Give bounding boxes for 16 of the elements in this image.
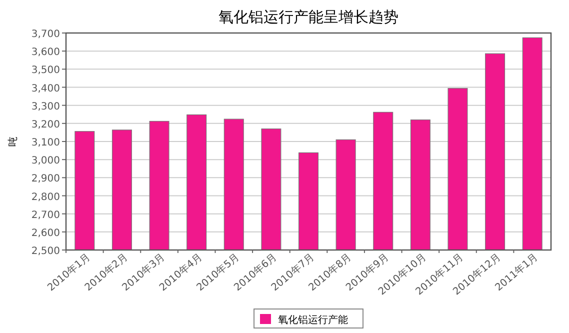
y-tick-label: 2,900 bbox=[31, 174, 60, 185]
y-tick-label: 3,300 bbox=[31, 101, 60, 112]
y-tick-label: 2,700 bbox=[31, 210, 60, 221]
y-axis-title: 吨 bbox=[7, 136, 19, 146]
y-tick-label: 2,500 bbox=[31, 246, 60, 257]
y-tick-label: 3,400 bbox=[31, 83, 60, 94]
y-tick-label: 2,600 bbox=[31, 228, 60, 239]
y-tick-label: 3,500 bbox=[31, 65, 60, 76]
legend-label: 氧化铝运行产能 bbox=[278, 314, 348, 326]
y-tick-label: 3,600 bbox=[31, 47, 60, 58]
chart-title: 氧化铝运行产能呈增长趋势 bbox=[218, 8, 398, 26]
y-tick-label: 3,700 bbox=[31, 29, 60, 40]
y-tick-label: 3,200 bbox=[31, 119, 60, 130]
y-tick-label: 3,000 bbox=[31, 156, 60, 167]
y-tick-label: 2,800 bbox=[31, 192, 60, 203]
y-tick-label: 3,100 bbox=[31, 138, 60, 148]
